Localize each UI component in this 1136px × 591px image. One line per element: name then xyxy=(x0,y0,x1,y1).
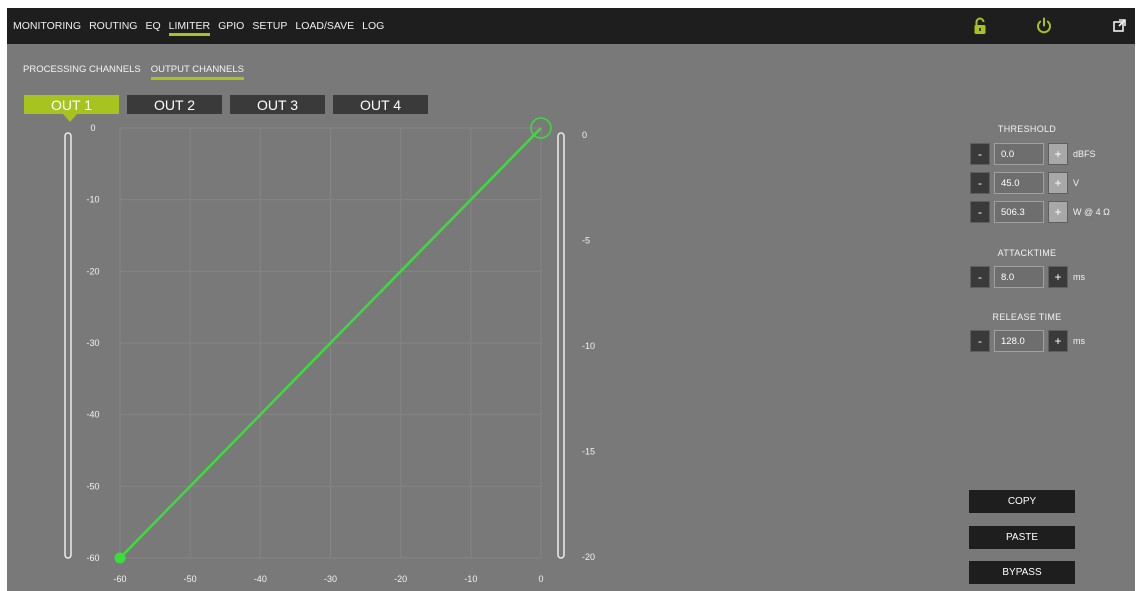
expand-icon[interactable] xyxy=(1110,17,1128,35)
limiter-transfer-chart: -60 -50 -40 -30 -20 -10 0 0 -10 -20 -30 -40 -50 -60 0 -… xyxy=(64,117,595,584)
transfer-curve-line xyxy=(119,127,542,559)
threshold-dbfs-unit: dBFS xyxy=(1073,149,1096,159)
y-tick-label: 0 xyxy=(90,123,95,133)
threshold-volts-input[interactable]: 45.0 xyxy=(994,172,1044,194)
x-tick-label: -40 xyxy=(254,574,267,584)
tab-out-1[interactable]: OUT 1 xyxy=(24,95,119,122)
top-bar: MONITORING ROUTING EQ LIMITER GPIO SETUP… xyxy=(7,8,1135,44)
y-tick-label: -60 xyxy=(86,553,99,563)
threshold-watts-increment-button[interactable]: + xyxy=(1048,201,1068,223)
copy-button[interactable]: COPY xyxy=(969,490,1075,513)
tab-out-2[interactable]: OUT 2 xyxy=(127,95,222,114)
threshold-volts-decrement-button[interactable]: - xyxy=(970,172,990,194)
threshold-volts-increment-button[interactable]: + xyxy=(1048,172,1068,194)
release-increment-button[interactable]: + xyxy=(1048,330,1068,352)
y-tick-label: -30 xyxy=(86,338,99,348)
release-time-input[interactable]: 128.0 xyxy=(994,330,1044,352)
nav-limiter[interactable]: LIMITER xyxy=(168,20,211,36)
bypass-button[interactable]: BYPASS xyxy=(969,561,1075,584)
x-tick-label: 0 xyxy=(538,574,543,584)
subnav-processing-channels[interactable]: PROCESSING CHANNELS xyxy=(23,64,141,75)
right-tick-label: -15 xyxy=(582,447,595,457)
y-tick-label: -20 xyxy=(86,266,99,276)
tab-out-4[interactable]: OUT 4 xyxy=(333,95,428,114)
curve-start-point xyxy=(114,552,126,564)
nav-monitoring[interactable]: MONITORING xyxy=(13,20,82,32)
x-tick-label: -50 xyxy=(184,574,197,584)
attack-time-title: ATTACKTIME xyxy=(997,248,1057,258)
attack-time-unit: ms xyxy=(1073,272,1085,282)
nav-log[interactable]: LOG xyxy=(362,20,385,32)
right-tick-label: 0 xyxy=(582,130,587,140)
threshold-title: THRESHOLD xyxy=(997,124,1057,134)
threshold-dbfs-increment-button[interactable]: + xyxy=(1048,143,1068,165)
top-nav: MONITORING ROUTING EQ LIMITER GPIO SETUP… xyxy=(13,8,384,44)
y-tick-label: -50 xyxy=(86,481,99,491)
x-tick-label: -20 xyxy=(394,574,407,584)
threshold-watts-decrement-button[interactable]: - xyxy=(970,201,990,223)
x-tick-label: -30 xyxy=(324,574,337,584)
gain-reduction-meter xyxy=(557,132,565,559)
subnav-output-channels[interactable]: OUTPUT CHANNELS xyxy=(150,64,245,80)
attack-time-input[interactable]: 8.0 xyxy=(994,266,1044,288)
attack-increment-button[interactable]: + xyxy=(1048,266,1068,288)
right-tick-label: -10 xyxy=(582,341,595,351)
paste-button[interactable]: PASTE xyxy=(969,526,1075,549)
tab-out-3[interactable]: OUT 3 xyxy=(230,95,325,114)
threshold-volts-unit: V xyxy=(1073,178,1080,188)
y-tick-label: -10 xyxy=(86,195,99,205)
x-tick-label: -60 xyxy=(113,574,126,584)
nav-routing[interactable]: ROUTING xyxy=(89,20,138,32)
threshold-handle xyxy=(530,117,552,139)
nav-eq[interactable]: EQ xyxy=(145,20,161,32)
release-decrement-button[interactable]: - xyxy=(970,330,990,352)
release-time-unit: ms xyxy=(1073,336,1085,346)
right-tick-label: -5 xyxy=(582,236,590,246)
y-tick-label: -40 xyxy=(86,410,99,420)
nav-gpio[interactable]: GPIO xyxy=(218,20,245,32)
sub-nav: PROCESSING CHANNELS OUTPUT CHANNELS xyxy=(23,64,245,80)
x-tick-label: -10 xyxy=(464,574,477,584)
threshold-dbfs-decrement-button[interactable]: - xyxy=(970,143,990,165)
channel-tabs: OUT 1 OUT 2 OUT 3 OUT 4 xyxy=(24,95,428,122)
nav-setup[interactable]: SETUP xyxy=(252,20,288,32)
input-level-meter xyxy=(64,132,72,559)
threshold-dbfs-input[interactable]: 0.0 xyxy=(994,143,1044,165)
right-tick-label: -20 xyxy=(582,552,595,562)
threshold-watts-input[interactable]: 506.3 xyxy=(994,201,1044,223)
power-icon[interactable] xyxy=(1035,17,1053,35)
nav-load-save[interactable]: LOAD/SAVE xyxy=(295,20,355,32)
attack-decrement-button[interactable]: - xyxy=(970,266,990,288)
release-time-title: RELEASE TIME xyxy=(992,312,1062,322)
limiter-app: MONITORING ROUTING EQ LIMITER GPIO SETUP… xyxy=(7,8,1135,591)
threshold-watts-unit: W @ 4 Ω xyxy=(1073,207,1110,217)
lock-icon[interactable] xyxy=(971,17,989,35)
